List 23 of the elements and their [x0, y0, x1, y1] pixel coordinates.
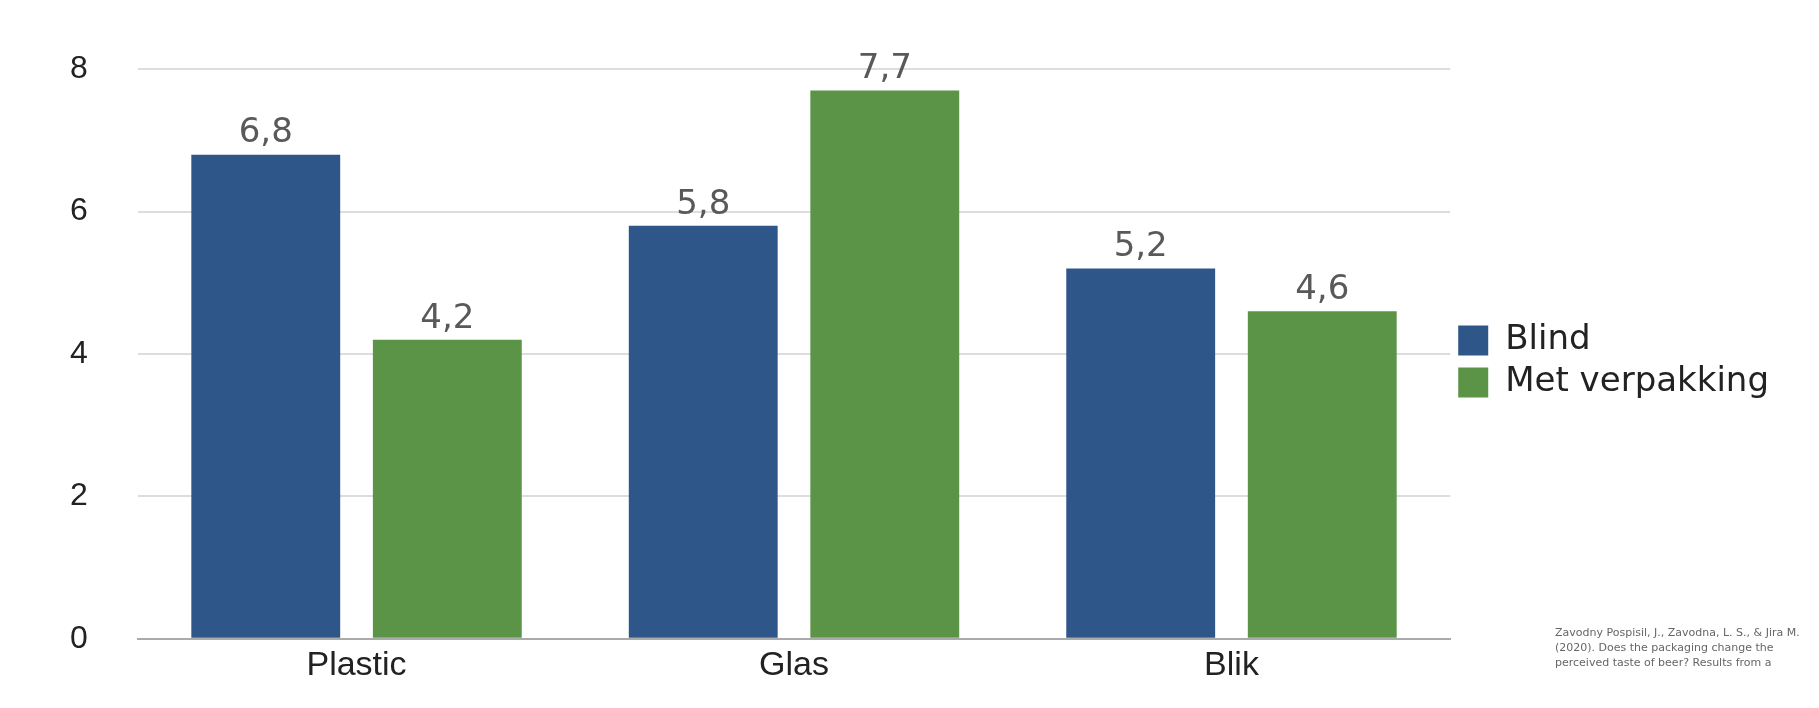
data-label: 5,2 [1113, 224, 1168, 265]
data-label: 5,8 [676, 181, 731, 222]
y-tick-label: 8 [70, 49, 88, 86]
data-label: 6,8 [238, 110, 293, 151]
bar [1066, 268, 1216, 638]
y-tick-label: 6 [70, 191, 88, 228]
y-tick-label: 0 [70, 618, 88, 655]
bar [191, 154, 341, 638]
text: Zavodny Pospisil, J., Zavodna, L. S., & Jira M. (2020). Does the packaging change the perceived taste of beer? Results from a [1555, 625, 1801, 670]
bar [810, 90, 960, 638]
bar [372, 339, 522, 638]
data-label: 7,7 [857, 46, 912, 87]
bar [628, 225, 778, 638]
legend-label: Blind [1505, 317, 1591, 358]
x-tick-label: Plastic [306, 643, 407, 682]
legend-label: Met verpakking [1505, 359, 1770, 400]
x-tick-label: Glas [759, 643, 829, 682]
data-label: 4,2 [420, 295, 475, 336]
bar [1247, 311, 1397, 638]
data-label: 4,6 [1295, 267, 1350, 308]
x-tick-label: Blik [1204, 643, 1260, 682]
y-tick-label: 2 [70, 476, 88, 513]
y-tick-label: 4 [70, 333, 88, 370]
